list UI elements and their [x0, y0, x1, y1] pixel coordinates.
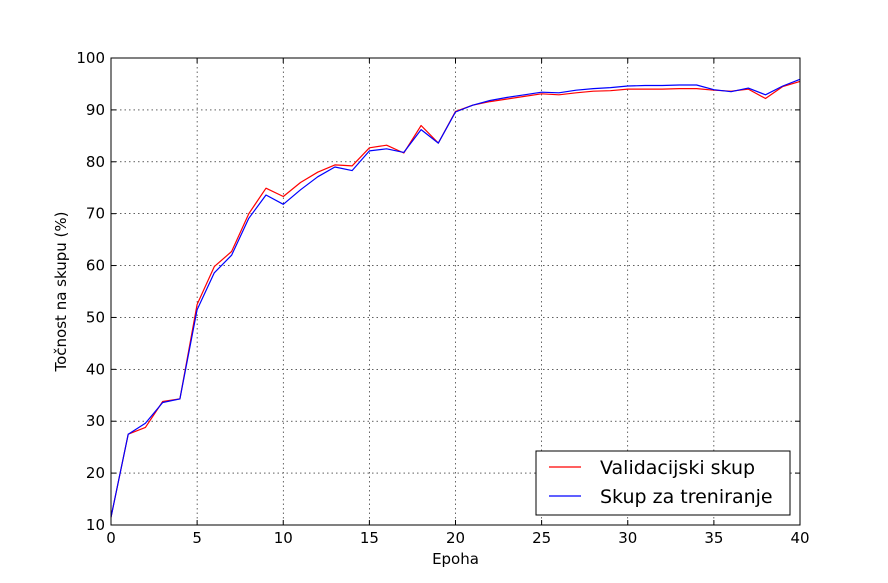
x-tick-label: 15 — [360, 529, 379, 547]
y-tick-label: 30 — [86, 412, 105, 430]
x-tick-label: 20 — [446, 529, 465, 547]
grid — [111, 58, 800, 525]
y-tick-label: 50 — [86, 308, 105, 326]
y-tick-label: 100 — [76, 49, 105, 67]
y-tick-label: 10 — [86, 516, 105, 534]
x-tick-label: 10 — [274, 529, 293, 547]
x-tick-label: 30 — [618, 529, 637, 547]
legend: Validacijski skup Skup za treniranje — [535, 450, 791, 516]
x-tick-label: 5 — [192, 529, 202, 547]
y-tick-label: 20 — [86, 464, 105, 482]
legend-label-treniranje: Skup za treniranje — [600, 486, 773, 508]
x-tick-label: 35 — [704, 529, 723, 547]
y-tick-label: 70 — [86, 205, 105, 223]
ticks — [110, 57, 801, 526]
legend-label-validacijski: Validacijski skup — [600, 457, 755, 479]
y-tick-label: 80 — [86, 153, 105, 171]
legend-box — [535, 450, 791, 516]
y-axis-title: Točnost na skupu (%) — [52, 212, 70, 373]
y-tick-label: 40 — [86, 360, 105, 378]
x-tick-label: 40 — [790, 529, 809, 547]
x-tick-label: 0 — [106, 529, 116, 547]
y-tick-label: 60 — [86, 257, 105, 275]
y-tick-label: 90 — [86, 101, 105, 119]
tick-labels: 0 5 10 15 20 25 30 35 40 10 20 30 40 50 60 70 80 90 100 — [76, 49, 809, 547]
x-axis-title: Epoha — [432, 550, 479, 568]
x-tick-label: 25 — [532, 529, 551, 547]
series-layer — [110, 78, 801, 518]
series-line-treniranje — [110, 78, 801, 518]
